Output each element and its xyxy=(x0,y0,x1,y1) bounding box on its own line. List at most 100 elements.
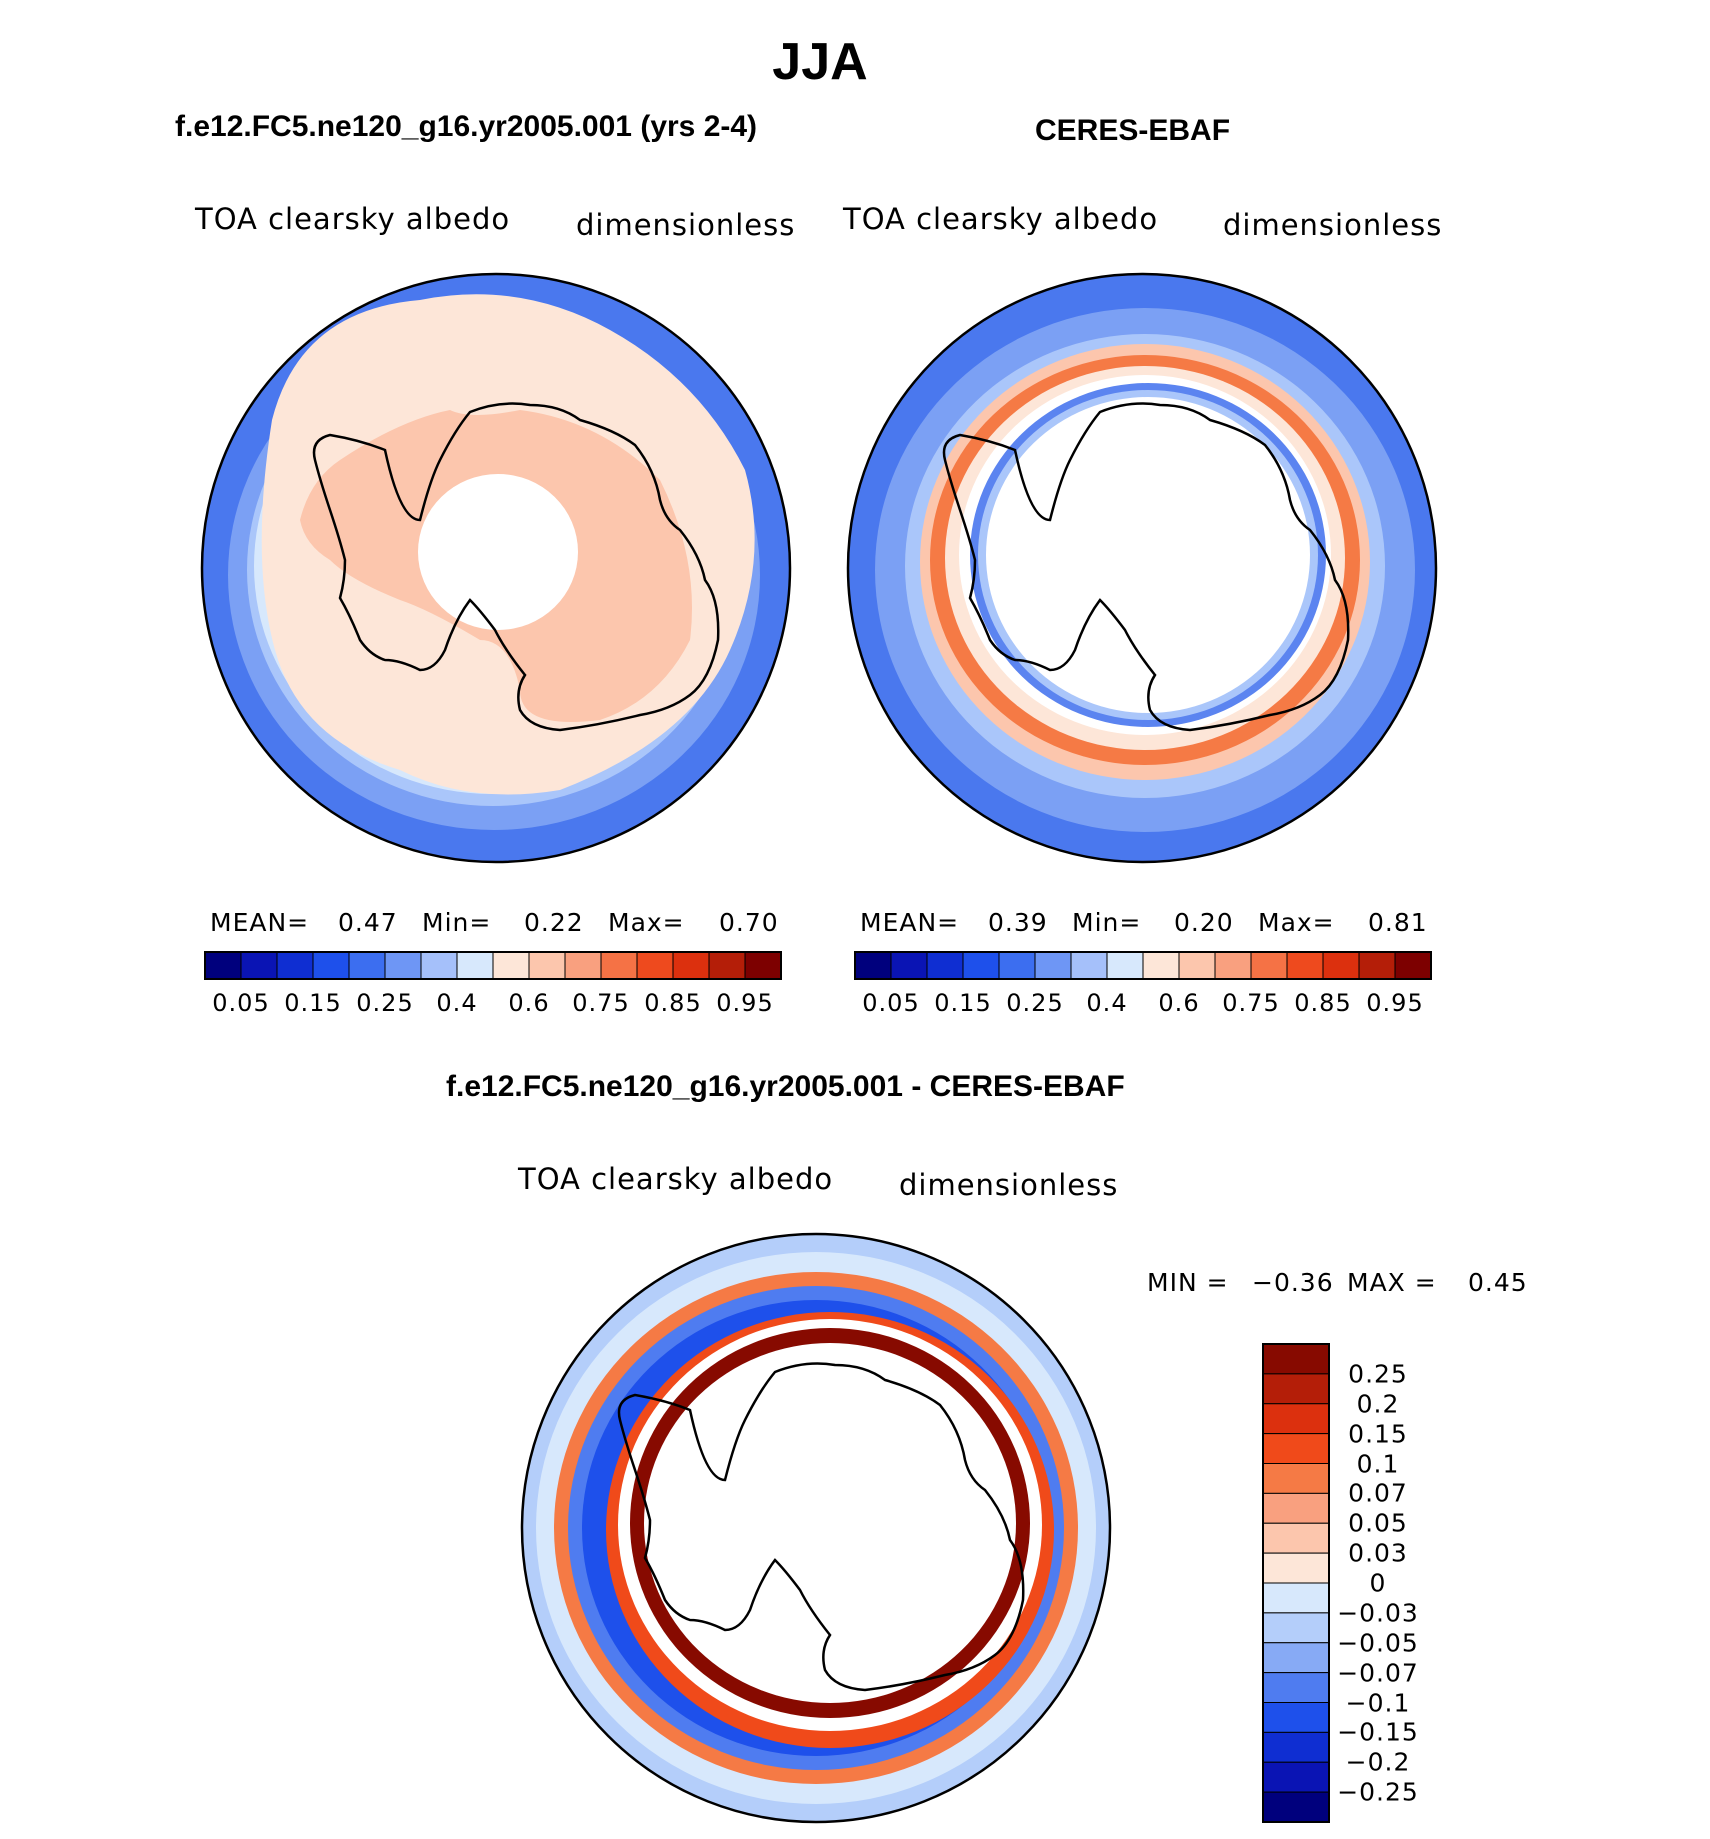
diff-units-label: dimensionless xyxy=(899,1168,1119,1202)
model-units-label: dimensionless xyxy=(576,208,796,242)
colorbar-swatch xyxy=(492,951,530,980)
model-field-pole-hole xyxy=(418,474,578,630)
colorbar-swatch xyxy=(1262,1582,1330,1614)
colorbar-swatch xyxy=(1262,1403,1330,1435)
colorbar-swatch xyxy=(1070,951,1108,980)
diff-field-pole-hole xyxy=(644,1343,1016,1703)
colorbar-swatch xyxy=(528,951,566,980)
colorbar-tick-label: 0.95 xyxy=(1366,989,1424,1017)
colorbar-tick-label: 0.6 xyxy=(1158,989,1200,1017)
colorbar-tick-label: −0.03 xyxy=(1337,1598,1419,1628)
colorbar-swatch xyxy=(1262,1433,1330,1464)
model-antarctica-coastline xyxy=(312,402,720,732)
obs-max-value: 0.81 xyxy=(1368,908,1428,937)
diff-max-label: MAX = xyxy=(1347,1268,1437,1297)
colorbar-swatch xyxy=(1214,951,1252,980)
colorbar-tick-label: 0.05 xyxy=(212,989,270,1017)
model-min-value: 0.22 xyxy=(524,908,584,937)
colorbar-swatch xyxy=(1262,1463,1330,1494)
colorbar-tick-label: 0.25 xyxy=(356,989,414,1017)
colorbar-tick-label: 0.15 xyxy=(1348,1419,1408,1449)
colorbar-swatch xyxy=(1262,1552,1330,1584)
obs-min-label: Min= xyxy=(1072,908,1142,937)
colorbar-swatch xyxy=(962,951,1000,980)
colorbar-swatch xyxy=(1286,951,1324,980)
colorbar-tick-label: 0.85 xyxy=(1294,989,1352,1017)
colorbar-tick-label: 0.15 xyxy=(284,989,342,1017)
colorbar-tick-label: −0.15 xyxy=(1337,1717,1419,1747)
colorbar-swatch xyxy=(1262,1702,1330,1733)
colorbar-swatch xyxy=(1262,1761,1330,1793)
colorbar-swatch xyxy=(276,951,314,980)
colorbar-tick-label: −0.2 xyxy=(1345,1747,1411,1777)
colorbar-tick-label: 0.2 xyxy=(1356,1389,1400,1419)
colorbar-swatch xyxy=(926,951,964,980)
colorbar-swatch xyxy=(636,951,674,980)
obs-units-label: dimensionless xyxy=(1223,208,1443,242)
colorbar-tick-label: −0.1 xyxy=(1345,1688,1411,1717)
model-panel-title: f.e12.FC5.ne120_g16.yr2005.001 (yrs 2-4) xyxy=(175,110,758,143)
obs-variable-label: TOA clearsky albedo xyxy=(843,202,1159,236)
colorbar-tick-label: 0.75 xyxy=(572,989,630,1017)
diff-variable-label: TOA clearsky albedo xyxy=(518,1162,834,1196)
colorbar-swatch xyxy=(1358,951,1396,980)
model-colorbar xyxy=(204,951,782,980)
colorbar-swatch xyxy=(1250,951,1288,980)
colorbar-tick-label: 0.4 xyxy=(1086,989,1128,1017)
colorbar-swatch xyxy=(1262,1522,1330,1554)
obs-max-label: Max= xyxy=(1258,908,1335,937)
obs-mean-label: MEAN= xyxy=(860,908,960,937)
colorbar-swatch xyxy=(672,951,710,980)
colorbar-swatch xyxy=(348,951,386,980)
obs-mean-value: 0.39 xyxy=(988,908,1048,937)
colorbar-swatch xyxy=(1262,1642,1330,1674)
colorbar-tick-label: 0.15 xyxy=(934,989,992,1017)
colorbar-swatch xyxy=(1322,951,1360,980)
model-mean-value: 0.47 xyxy=(338,908,398,937)
colorbar-tick-label: −0.07 xyxy=(1337,1658,1419,1688)
colorbar-swatch xyxy=(1394,951,1432,980)
colorbar-swatch xyxy=(1142,951,1180,980)
colorbar-tick-label: 0.03 xyxy=(1348,1538,1408,1568)
colorbar-swatch xyxy=(312,951,350,980)
obs-panel-title: CERES-EBAF xyxy=(1035,114,1231,147)
colorbar-swatch xyxy=(1262,1672,1330,1703)
colorbar-swatch xyxy=(1262,1612,1330,1644)
model-mean-label: MEAN= xyxy=(210,908,310,937)
colorbar-swatch xyxy=(204,951,242,980)
colorbar-tick-label: 0.25 xyxy=(1348,1359,1408,1389)
colorbar-tick-label: 0.25 xyxy=(1006,989,1064,1017)
diff-antarctica-coastline xyxy=(617,1362,1025,1692)
colorbar-swatch xyxy=(600,951,638,980)
diff-max-value: 0.45 xyxy=(1468,1268,1528,1297)
obs-min-value: 0.20 xyxy=(1174,908,1234,937)
colorbar-swatch xyxy=(1262,1791,1330,1823)
colorbar-tick-label: 0.75 xyxy=(1222,989,1280,1017)
obs-colorbar xyxy=(854,951,1432,980)
colorbar-swatch xyxy=(1262,1731,1330,1763)
diff-min-value: −0.36 xyxy=(1252,1268,1334,1297)
colorbar-tick-label: 0 xyxy=(1369,1568,1387,1598)
colorbar-tick-label: 0.05 xyxy=(1348,1508,1408,1538)
colorbar-tick-label: −0.25 xyxy=(1337,1777,1419,1807)
colorbar-swatch xyxy=(708,951,746,980)
colorbar-swatch xyxy=(420,951,458,980)
colorbar-swatch xyxy=(456,951,494,980)
colorbar-tick-label: 0.4 xyxy=(436,989,478,1017)
colorbar-tick-label: −0.05 xyxy=(1337,1628,1419,1658)
colorbar-swatch xyxy=(890,951,928,980)
colorbar-swatch xyxy=(1034,951,1072,980)
colorbar-tick-label: 0.07 xyxy=(1348,1478,1408,1508)
colorbar-tick-label: 0.6 xyxy=(508,989,550,1017)
colorbar-swatch xyxy=(1262,1343,1330,1375)
obs-antarctica-coastline xyxy=(942,402,1350,732)
colorbar-swatch xyxy=(854,951,892,980)
colorbar-swatch xyxy=(384,951,422,980)
diff-min-label: MIN = xyxy=(1147,1268,1229,1297)
colorbar-swatch xyxy=(1106,951,1144,980)
model-variable-label: TOA clearsky albedo xyxy=(195,202,511,236)
model-min-label: Min= xyxy=(422,908,492,937)
